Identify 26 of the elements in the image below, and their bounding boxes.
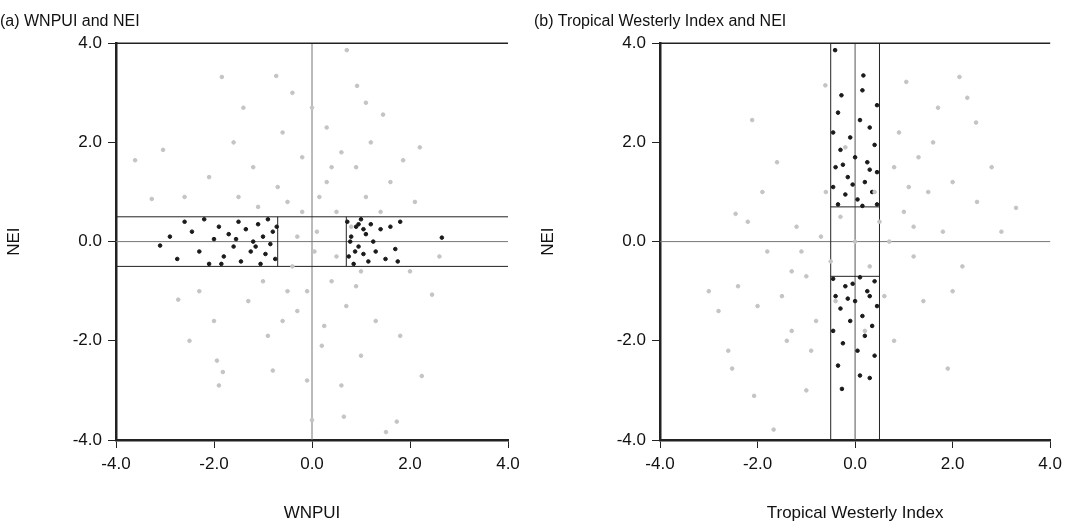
y-tick-label: -4.0: [616, 429, 646, 449]
x-tick-label: 4.0: [496, 453, 520, 473]
x-tick-label: 2.0: [398, 453, 422, 473]
x-axis-title: WNPUI: [283, 503, 341, 523]
x-tick-label: 0.0: [300, 453, 324, 473]
y-axis-title: NEI: [537, 227, 557, 256]
y-tick-label: 2.0: [622, 132, 646, 152]
y-tick-label: 0.0: [78, 231, 102, 251]
x-tick-label: -4.0: [101, 453, 131, 473]
chart-title: (a) WNPUI and NEI: [0, 12, 140, 30]
x-tick-label: 0.0: [843, 453, 867, 473]
y-tick-label: 2.0: [78, 132, 102, 152]
y-tick-label: 0.0: [622, 231, 646, 251]
y-tick-label: -2.0: [72, 330, 102, 350]
y-tick-label: -2.0: [616, 330, 646, 350]
x-axis-title: Tropical Westerly Index: [766, 503, 944, 523]
x-tick-label: 2.0: [940, 453, 965, 473]
y-axis-title: NEI: [3, 227, 23, 256]
x-tick-label: -4.0: [645, 453, 675, 473]
y-tick-label: 4.0: [622, 32, 646, 52]
x-tick-label: 4.0: [1038, 453, 1062, 473]
chart-title: (b) Tropical Westerly Index and NEI: [534, 12, 787, 30]
y-tick-label: 4.0: [78, 32, 102, 52]
x-tick-label: -2.0: [742, 453, 773, 473]
x-tick-label: -2.0: [199, 453, 229, 473]
y-tick-label: -4.0: [72, 429, 102, 449]
